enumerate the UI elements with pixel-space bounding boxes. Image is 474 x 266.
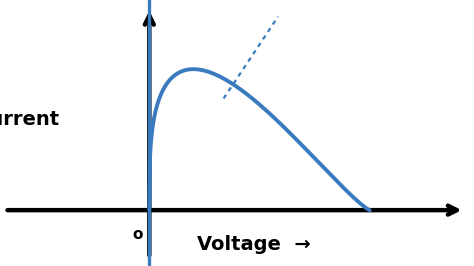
Text: Current: Current [0, 110, 59, 129]
Text: o: o [132, 227, 143, 242]
Text: Voltage  →: Voltage → [197, 235, 310, 254]
